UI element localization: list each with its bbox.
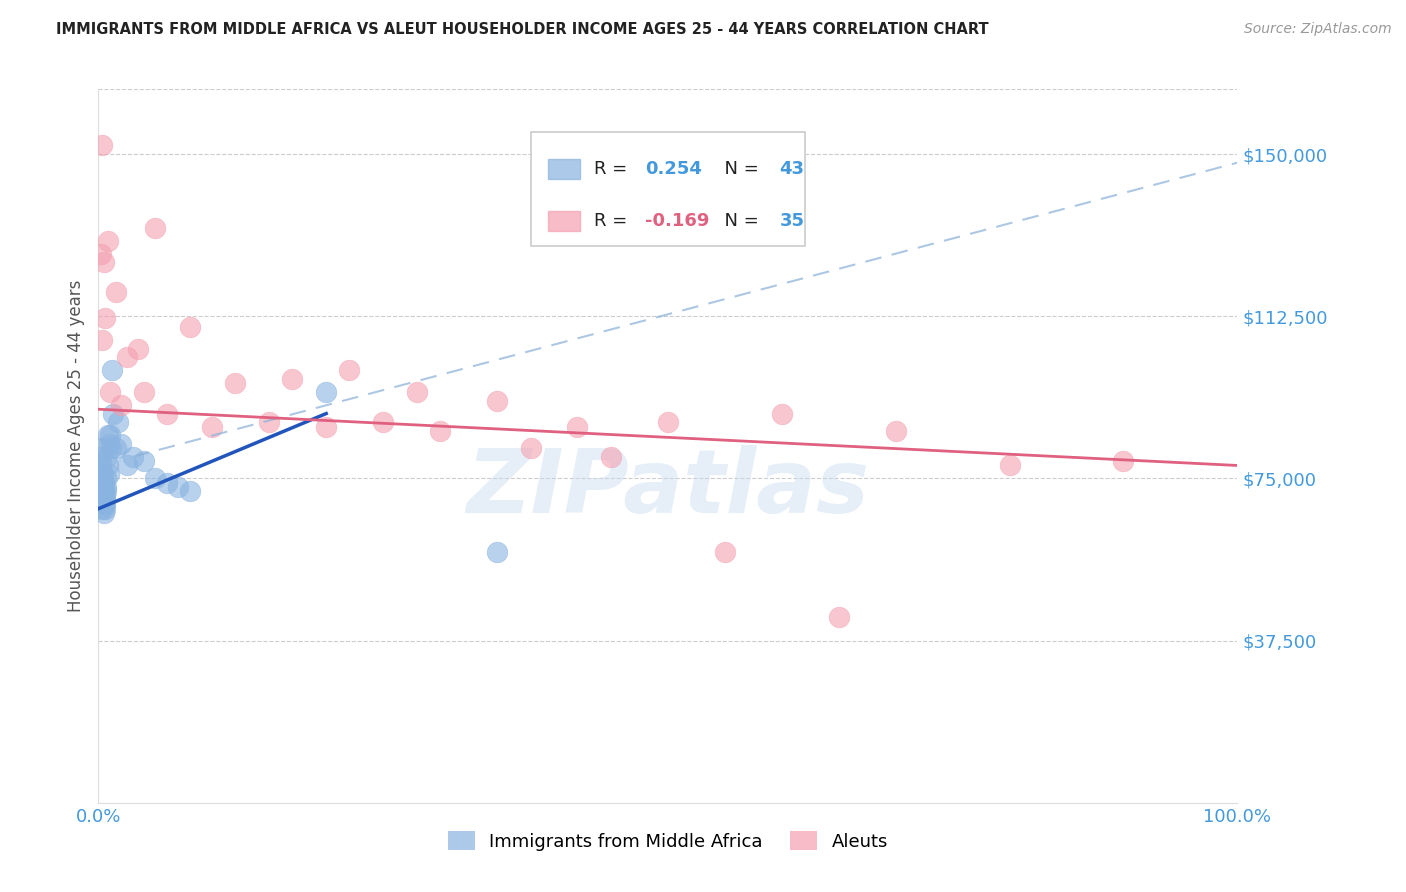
Point [121, 450, 143, 464]
Point [429, 424, 451, 438]
Point [94, 311, 117, 326]
Point [145, 471, 167, 485]
Text: R =: R = [593, 160, 633, 178]
Point [127, 342, 149, 356]
Point [115, 351, 138, 365]
Point [281, 372, 304, 386]
Point [91, 138, 114, 153]
Point [93, 484, 115, 499]
Point [828, 610, 851, 624]
Text: Source: ZipAtlas.com: Source: ZipAtlas.com [1244, 22, 1392, 37]
Text: 35: 35 [779, 212, 804, 230]
Point [132, 384, 155, 399]
Point [224, 376, 246, 391]
Point [97, 458, 120, 473]
Point [201, 419, 224, 434]
Point [657, 415, 679, 429]
Point [93, 497, 115, 511]
Point [315, 419, 337, 434]
Point [104, 441, 127, 455]
Point [93, 255, 115, 269]
Point [145, 220, 167, 235]
Point [259, 415, 281, 429]
Point [167, 480, 190, 494]
Point [96, 450, 118, 464]
Point [96, 471, 118, 485]
Point [406, 384, 429, 399]
Point [98, 384, 121, 399]
Point [91, 475, 114, 490]
Point [93, 475, 115, 490]
Point [132, 454, 155, 468]
Text: -0.169: -0.169 [645, 212, 710, 230]
Point [94, 501, 117, 516]
Point [91, 501, 114, 516]
Point [90, 333, 112, 347]
Point [93, 493, 115, 508]
Point [110, 437, 132, 451]
Point [104, 285, 127, 300]
Point [315, 384, 337, 399]
Point [98, 467, 121, 482]
Point [91, 480, 114, 494]
Point [98, 428, 121, 442]
Point [90, 484, 112, 499]
Point [156, 407, 179, 421]
Point [94, 484, 117, 499]
Point [96, 234, 118, 248]
Point [156, 475, 179, 490]
FancyBboxPatch shape [548, 159, 581, 178]
Point [600, 450, 623, 464]
Point [1112, 454, 1135, 468]
Point [90, 450, 112, 464]
FancyBboxPatch shape [531, 132, 804, 246]
Point [110, 398, 132, 412]
Point [90, 458, 112, 473]
Text: N =: N = [713, 212, 765, 230]
Point [91, 489, 114, 503]
Point [520, 441, 543, 455]
Point [94, 497, 117, 511]
Point [714, 545, 737, 559]
Point [90, 246, 112, 260]
Point [97, 437, 120, 451]
Point [115, 458, 138, 473]
Point [101, 363, 124, 377]
Point [100, 441, 122, 455]
Text: 43: 43 [779, 160, 804, 178]
Text: R =: R = [593, 212, 633, 230]
Point [103, 407, 125, 421]
Point [96, 428, 118, 442]
Point [884, 424, 907, 438]
Y-axis label: Householder Income Ages 25 - 44 years: Householder Income Ages 25 - 44 years [66, 280, 84, 612]
Text: N =: N = [713, 160, 765, 178]
Text: 0.254: 0.254 [645, 160, 702, 178]
Point [371, 415, 394, 429]
Point [96, 480, 118, 494]
FancyBboxPatch shape [548, 211, 581, 231]
Legend: Immigrants from Middle Africa, Aleuts: Immigrants from Middle Africa, Aleuts [440, 824, 896, 858]
Point [337, 363, 360, 377]
Point [90, 493, 112, 508]
Text: IMMIGRANTS FROM MIDDLE AFRICA VS ALEUT HOUSEHOLDER INCOME AGES 25 - 44 YEARS COR: IMMIGRANTS FROM MIDDLE AFRICA VS ALEUT H… [56, 22, 988, 37]
Point [107, 415, 129, 429]
Point [770, 407, 793, 421]
Point [486, 393, 509, 408]
Point [179, 484, 201, 499]
Point [998, 458, 1021, 473]
Point [89, 441, 111, 455]
Text: ZIPatlas: ZIPatlas [467, 445, 869, 533]
Point [486, 545, 509, 559]
Point [565, 419, 588, 434]
Point [179, 320, 201, 334]
Point [89, 471, 111, 485]
Point [93, 506, 115, 520]
Point [94, 489, 117, 503]
Point [91, 467, 114, 482]
